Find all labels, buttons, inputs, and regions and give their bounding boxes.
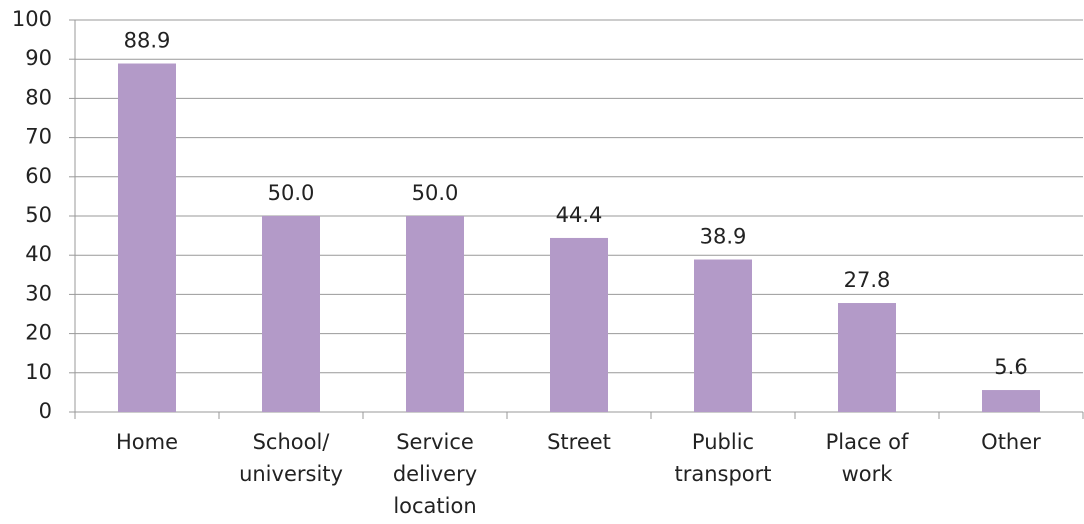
data-label: 88.9 [124,29,171,53]
y-tick-label: 10 [25,360,52,384]
bar [982,390,1040,412]
x-tick-label: Service delivery location [392,430,478,518]
x-tick-label: Place of work [825,430,909,486]
data-label: 38.9 [700,225,747,249]
y-tick-label: 50 [25,203,52,227]
x-tick-label: Public transport [674,430,772,486]
x-tick-label: Other [981,430,1041,454]
y-tick-label: 100 [12,7,52,31]
data-label: 27.8 [844,268,891,292]
bar [694,259,752,412]
x-tick-label: Street [547,430,611,454]
bar [406,216,464,412]
data-label: 50.0 [412,181,459,205]
bar [262,216,320,412]
bar [550,237,608,412]
y-tick-label: 30 [25,281,52,305]
y-tick-label: 20 [25,321,52,345]
y-tick-label: 0 [39,399,52,423]
bar [838,303,896,412]
bar [118,63,176,413]
x-tick-label: School/ university [239,430,343,486]
y-tick-label: 90 [25,46,52,70]
y-tick-label: 70 [25,125,52,149]
y-tick-label: 80 [25,85,52,109]
x-tick-label: Home [115,430,178,454]
y-tick-label: 40 [25,242,52,266]
y-tick-label: 60 [25,164,52,188]
data-label: 50.0 [268,181,315,205]
data-label: 5.6 [994,355,1027,379]
data-label: 44.4 [556,203,603,227]
